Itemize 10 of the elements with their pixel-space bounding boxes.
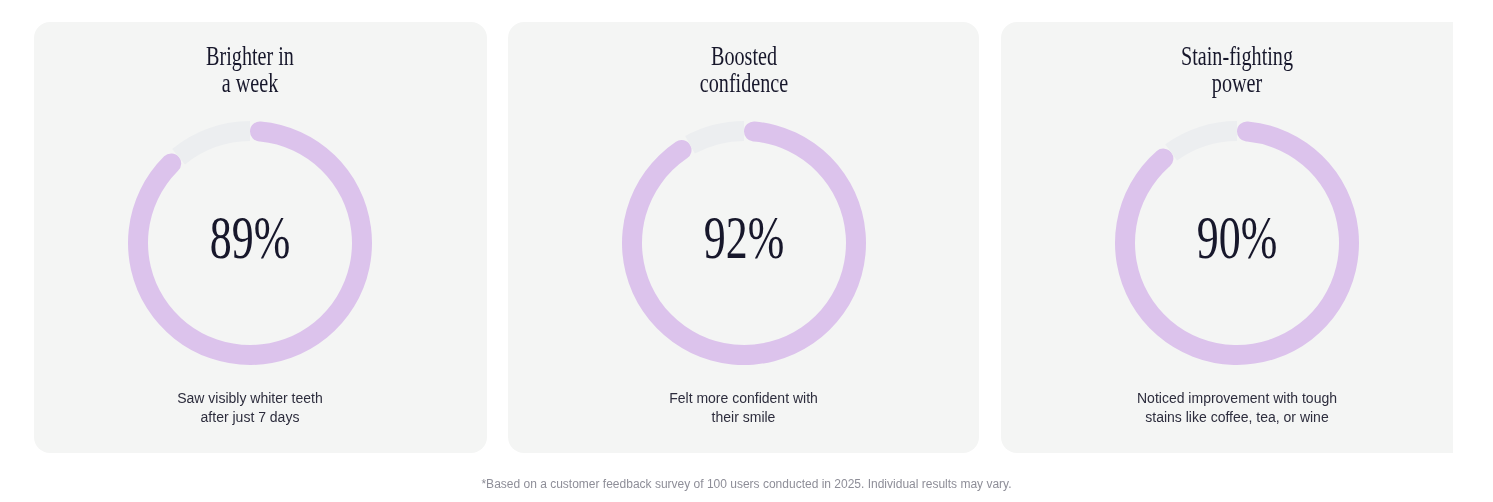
data-label: 89% — [209, 204, 291, 271]
data-label: 90% — [1196, 204, 1278, 271]
text: Noticed improvement with tough stains like coffee, tea, or wine — [1136, 388, 1338, 427]
data-label: 92% — [703, 204, 784, 271]
text: *Based on a customer feedback survey of 100 users conducted in 2025. Individual results may vary. — [480, 476, 1013, 491]
chart-title: Brighter in a week — [205, 40, 295, 98]
text: Felt more confident with their smile — [668, 388, 819, 427]
chart-title: Boosted confidence — [698, 40, 789, 98]
text: Saw visibly whiter teeth after just 7 days — [176, 388, 324, 427]
chart-title: Stain-fighting power — [1180, 40, 1294, 98]
